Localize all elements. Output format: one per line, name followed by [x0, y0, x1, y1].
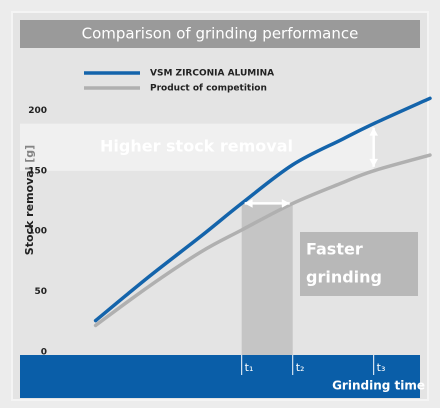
x-tick-label: t₁ [245, 361, 254, 374]
series-line [93, 153, 432, 328]
legend-label: Product of competition [150, 84, 267, 94]
legend-label: VSM ZIRCONIA ALUMINA [150, 69, 274, 79]
annotation-box [300, 232, 418, 296]
annotation: grinding [306, 268, 382, 287]
x-tick-label: t₂ [296, 361, 305, 374]
y-tick-label: 100 [28, 227, 47, 237]
arrow-head [369, 127, 378, 136]
x-axis-title: Grinding time [332, 379, 425, 393]
y-tick-label: 200 [28, 106, 47, 116]
chart-title: Comparison of grinding performance [82, 25, 359, 43]
y-tick-label: 0 [41, 348, 47, 358]
x-tick-label: t₃ [377, 361, 386, 374]
y-tick-label: 50 [34, 287, 47, 297]
arrow-head [281, 199, 290, 208]
x-axis-bar [20, 355, 420, 398]
highlight-band [20, 123, 374, 171]
arrow-head [369, 158, 378, 167]
panel [11, 11, 429, 401]
annotation: Higher stock removal [100, 137, 293, 156]
y-axis-title: Stock removal [g] [23, 145, 36, 255]
series-line [93, 96, 432, 323]
y-tick-label: 150 [28, 166, 47, 176]
time-band [241, 203, 293, 355]
title-bar [20, 20, 420, 48]
annotation: Faster [306, 240, 363, 259]
arrow-head [244, 199, 253, 208]
